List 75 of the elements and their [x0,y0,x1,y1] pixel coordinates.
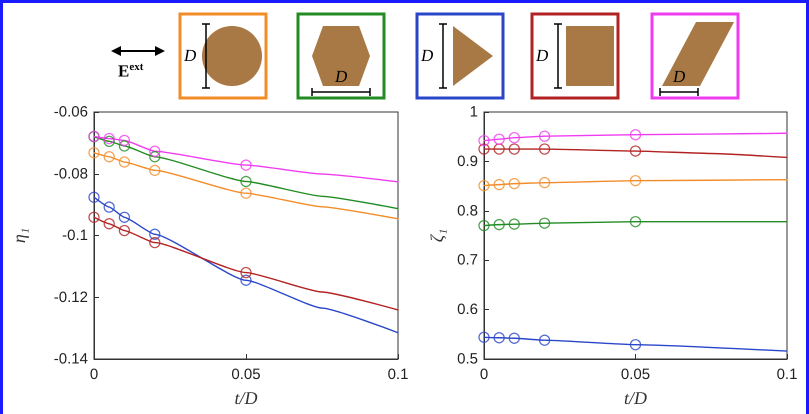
x-axis-title: t/D [624,388,648,408]
point [118,140,130,152]
y-tick-label: 0.6 [457,301,478,318]
text: D [421,46,434,65]
point [240,266,252,278]
point [104,218,115,230]
point [494,178,505,190]
y-tick-label: -0.1 [62,227,88,244]
text: D [335,67,348,86]
text: D [673,67,686,86]
y-tick-label: 1 [470,104,478,120]
point [104,151,115,162]
point [118,212,130,223]
point [494,143,505,155]
point [149,236,160,248]
point [88,147,100,158]
point [478,135,490,146]
y-tick-label: 0.9 [457,152,478,170]
point [149,164,160,176]
point [478,220,490,232]
point [508,143,520,155]
text: E$^{ext}$ [118,61,144,81]
y-tick-label: 0.5 [457,350,478,368]
point [104,132,115,144]
point [104,136,115,147]
point [240,159,252,171]
y-tick-label: 0.8 [457,202,478,220]
point [118,156,130,168]
x-tick-label: 0.1 [776,366,798,383]
point [630,175,642,186]
point [508,218,520,230]
point [149,228,160,240]
x-tick-label: 0.05 [231,366,261,383]
point [508,178,520,190]
x-axis-title: t/D [234,388,258,408]
text: D [536,46,548,65]
point [538,334,550,346]
text: D [184,46,196,65]
x-tick-label: 0 [90,366,98,383]
point [88,212,100,223]
point [478,143,490,155]
y-tick-label: -0.14 [54,350,88,368]
x-tick-label: 0 [480,366,488,383]
point [88,192,100,203]
point [538,130,550,142]
y-tick-label: -0.08 [54,165,88,182]
point [538,218,550,229]
y-tick-label: -0.06 [54,104,88,120]
point [240,176,252,188]
y-axis-title: η₁ [9,228,29,244]
point [538,143,550,155]
point [630,145,642,157]
point [149,146,160,157]
point [478,180,490,192]
point [240,274,252,286]
point [478,332,490,343]
point [508,132,520,144]
point [104,201,115,213]
point [494,332,505,344]
point [494,218,505,230]
point [494,134,505,145]
point [149,151,160,162]
y-tick-label: -0.12 [54,288,88,306]
point [508,332,520,344]
point [630,216,642,228]
point [538,176,550,188]
y-axis-title: ζ₁ [427,228,448,242]
y-tick-label: 0.7 [457,252,478,269]
point [630,339,642,350]
x-tick-label: 0.1 [388,366,408,383]
point [118,224,130,236]
point [240,188,252,199]
point [118,134,130,146]
point [630,129,642,140]
x-tick-label: 0.05 [620,366,650,383]
